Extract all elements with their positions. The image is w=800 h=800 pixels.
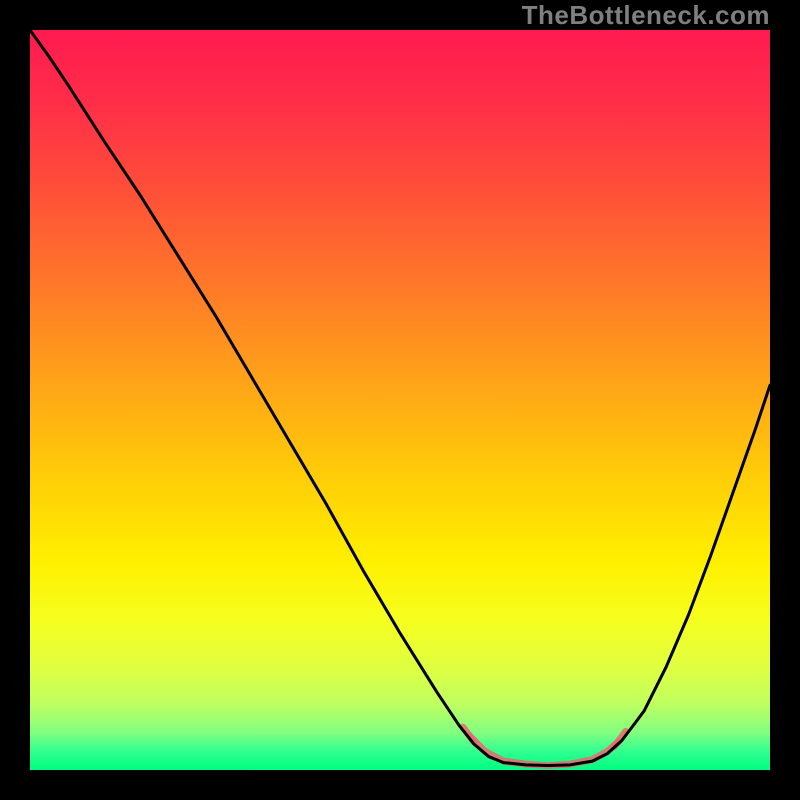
bottleneck-curve-chart <box>30 30 770 770</box>
gradient-background <box>30 30 770 770</box>
watermark-text: TheBottleneck.com <box>522 0 770 31</box>
chart-frame: TheBottleneck.com <box>0 0 800 800</box>
plot-area <box>30 30 770 770</box>
